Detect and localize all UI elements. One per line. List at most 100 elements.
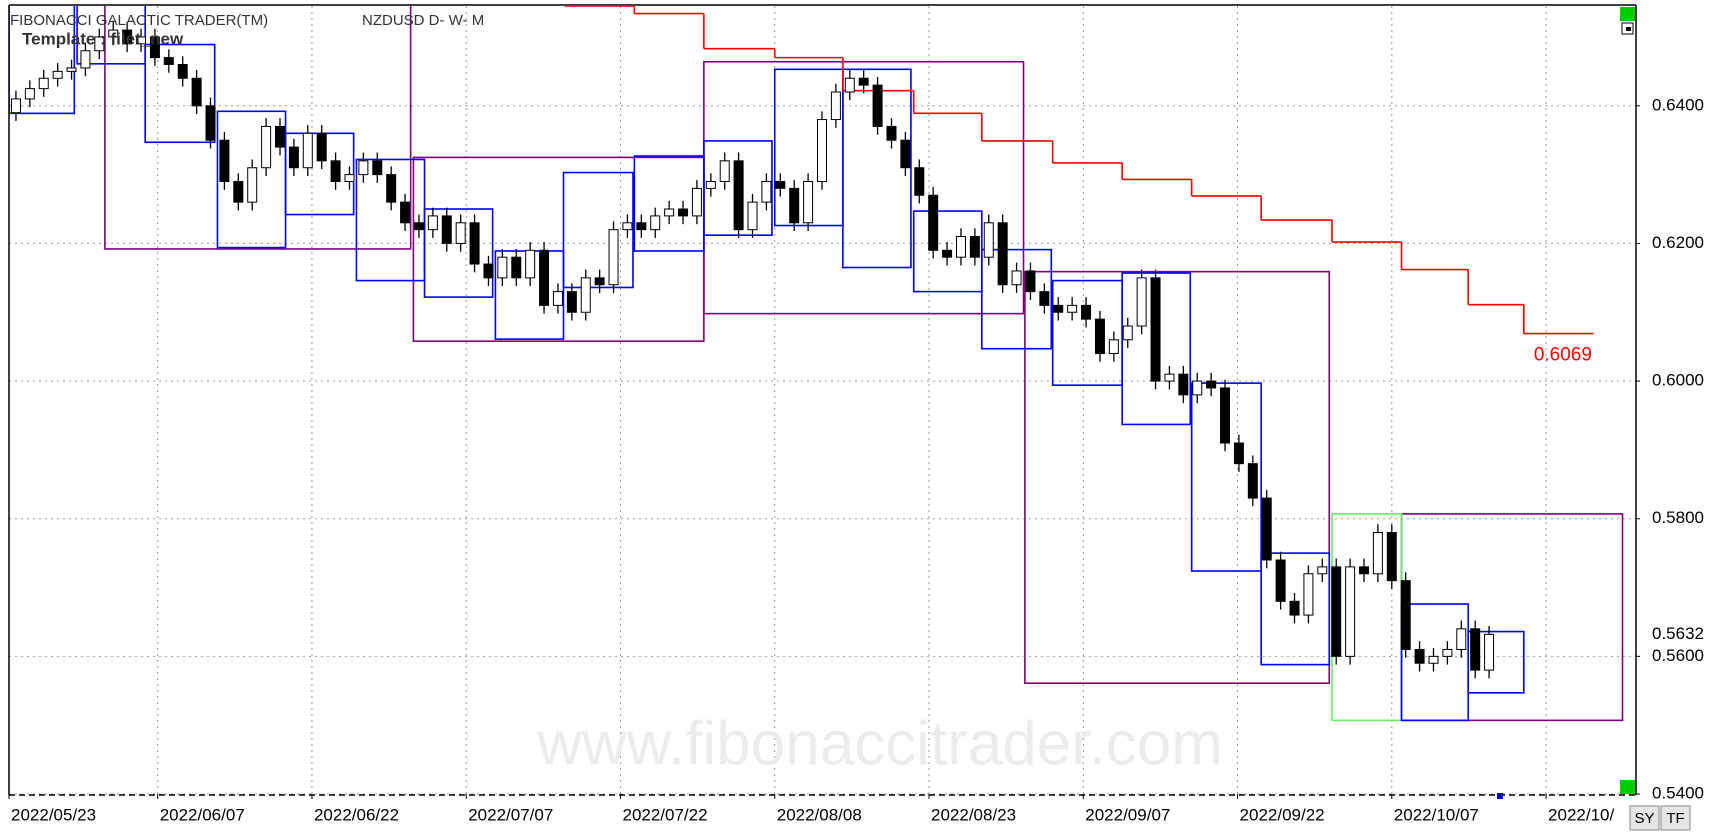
candle-body [622,222,633,231]
candle-body [386,174,397,203]
stop-line-label: 0.6069 [1534,345,1592,366]
candle-body [52,70,63,79]
candle-body [1261,497,1272,561]
x-tick-label: 2022/10/ [1548,805,1614,824]
candle-body [1108,339,1119,355]
candle-body [177,63,188,79]
x-tick-label: 2022/06/22 [314,805,399,824]
candle-body [552,291,563,306]
candle-body [66,67,77,72]
candle-body [817,119,827,182]
range-box [423,208,494,298]
candle-body [858,77,869,86]
candle-body [747,201,758,231]
candle-body [566,291,577,313]
range-box [144,43,216,144]
candle-body [191,77,202,107]
price-label-bg [1637,624,1709,643]
range-box [1190,382,1262,572]
y-tick-label: 0.6400 [1652,95,1704,114]
range-box [562,171,634,289]
range-box [1121,272,1192,426]
candle-body [413,222,424,231]
candle-body [1386,531,1397,582]
candle-body [983,222,994,258]
candle-body [219,139,230,182]
range-box [1467,630,1525,694]
range-box [76,6,146,65]
candle-body [594,277,605,286]
candle-body [122,29,133,45]
candle-body [914,167,925,196]
candle-body [803,180,814,224]
candle-body [1164,373,1175,382]
candle-body [136,36,147,45]
grid [9,6,1635,795]
window-icon [1626,27,1631,31]
candle-body [330,160,341,182]
range-box [1024,270,1331,684]
candle-body [636,222,647,231]
candle-body [664,208,675,217]
candle-body [247,167,258,203]
candle-body [900,139,911,169]
candle-body [108,29,119,38]
tf-button-label[interactable]: TF [1666,810,1684,827]
candle-body [483,263,494,279]
x-tick-label: 2022/07/22 [622,805,707,824]
candle-body [38,77,49,90]
candle-body [705,180,716,189]
candle-body [163,57,174,65]
candle-body [1414,648,1425,664]
x-tick-label: 2022/10/07 [1394,805,1479,824]
y-tick-label: 0.6000 [1652,371,1704,390]
candle-body [1094,318,1105,355]
candle-body [1039,291,1050,306]
sy-button[interactable] [1629,805,1660,831]
candle-body [441,215,452,244]
candle-body [205,105,216,141]
candle-body [733,160,744,231]
candle-body [650,215,661,231]
candle-body [1067,304,1078,313]
candle-body [955,236,966,258]
candle-body [1470,628,1481,671]
candle-body [1136,277,1147,327]
candle-body [1317,566,1328,575]
range-box [981,248,1053,350]
candle-body [580,277,591,313]
candle-body [1220,387,1231,444]
candle-body [1150,277,1161,382]
candle-body [928,194,939,251]
candle-body [830,91,841,121]
candle-body [149,36,160,59]
candle-body [372,160,383,176]
range-box [104,6,412,250]
sy-button-label[interactable]: SY [1634,810,1654,827]
candle-body [344,174,355,182]
candle-body [261,125,272,169]
candle-body [942,249,953,258]
candle-body [302,132,313,169]
symbol-label: NZDUSD D- W- M [362,12,484,29]
candle-body [427,215,438,231]
candle-body [497,256,508,279]
candle-body [1178,373,1189,396]
range-box [703,140,773,236]
candle-body [400,201,411,224]
y-tick-label: 0.6200 [1652,233,1704,252]
candle-body [469,222,480,265]
candle-body [1053,304,1064,313]
candle-body [872,84,883,127]
candle-body [1345,566,1356,657]
range-box [842,68,912,269]
candle-body [511,256,522,279]
x-tick-label: 2022/09/07 [1085,805,1170,824]
candle-body [316,132,327,162]
candle-body [1206,380,1217,389]
tf-button[interactable] [1660,805,1691,831]
candle-body [358,160,369,176]
x-tick-label: 2022/09/22 [1240,805,1325,824]
